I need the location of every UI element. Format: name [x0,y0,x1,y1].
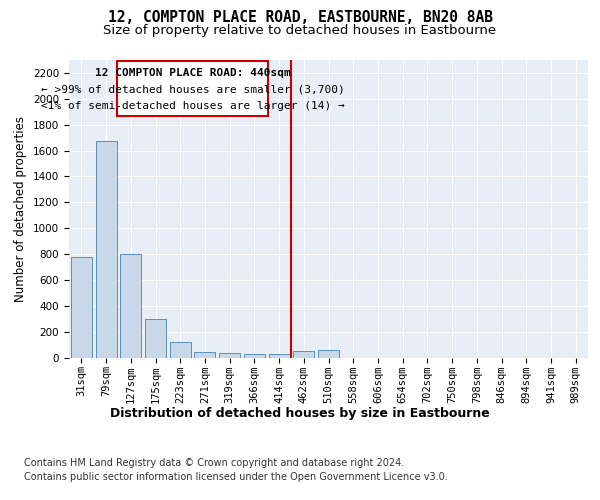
Text: Contains public sector information licensed under the Open Government Licence v3: Contains public sector information licen… [24,472,448,482]
Text: Size of property relative to detached houses in Eastbourne: Size of property relative to detached ho… [103,24,497,37]
Text: 12, COMPTON PLACE ROAD, EASTBOURNE, BN20 8AB: 12, COMPTON PLACE ROAD, EASTBOURNE, BN20… [107,10,493,25]
Bar [120,254,141,358]
Bar [71,256,92,358]
Text: ← >99% of detached houses are smaller (3,700): ← >99% of detached houses are smaller (3… [41,85,344,95]
Bar [95,142,116,358]
Text: Distribution of detached houses by size in Eastbourne: Distribution of detached houses by size … [110,408,490,420]
Bar [170,342,191,357]
Y-axis label: Number of detached properties: Number of detached properties [14,116,28,302]
Text: <1% of semi-detached houses are larger (14) →: <1% of semi-detached houses are larger (… [41,100,344,110]
Text: Contains HM Land Registry data © Crown copyright and database right 2024.: Contains HM Land Registry data © Crown c… [24,458,404,468]
Bar [293,351,314,358]
Bar [318,350,339,358]
FancyBboxPatch shape [117,62,268,116]
Bar [269,354,290,358]
Bar [219,353,240,358]
Bar [194,352,215,358]
Text: 12 COMPTON PLACE ROAD: 440sqm: 12 COMPTON PLACE ROAD: 440sqm [95,68,290,78]
Bar [145,318,166,358]
Bar [244,354,265,358]
